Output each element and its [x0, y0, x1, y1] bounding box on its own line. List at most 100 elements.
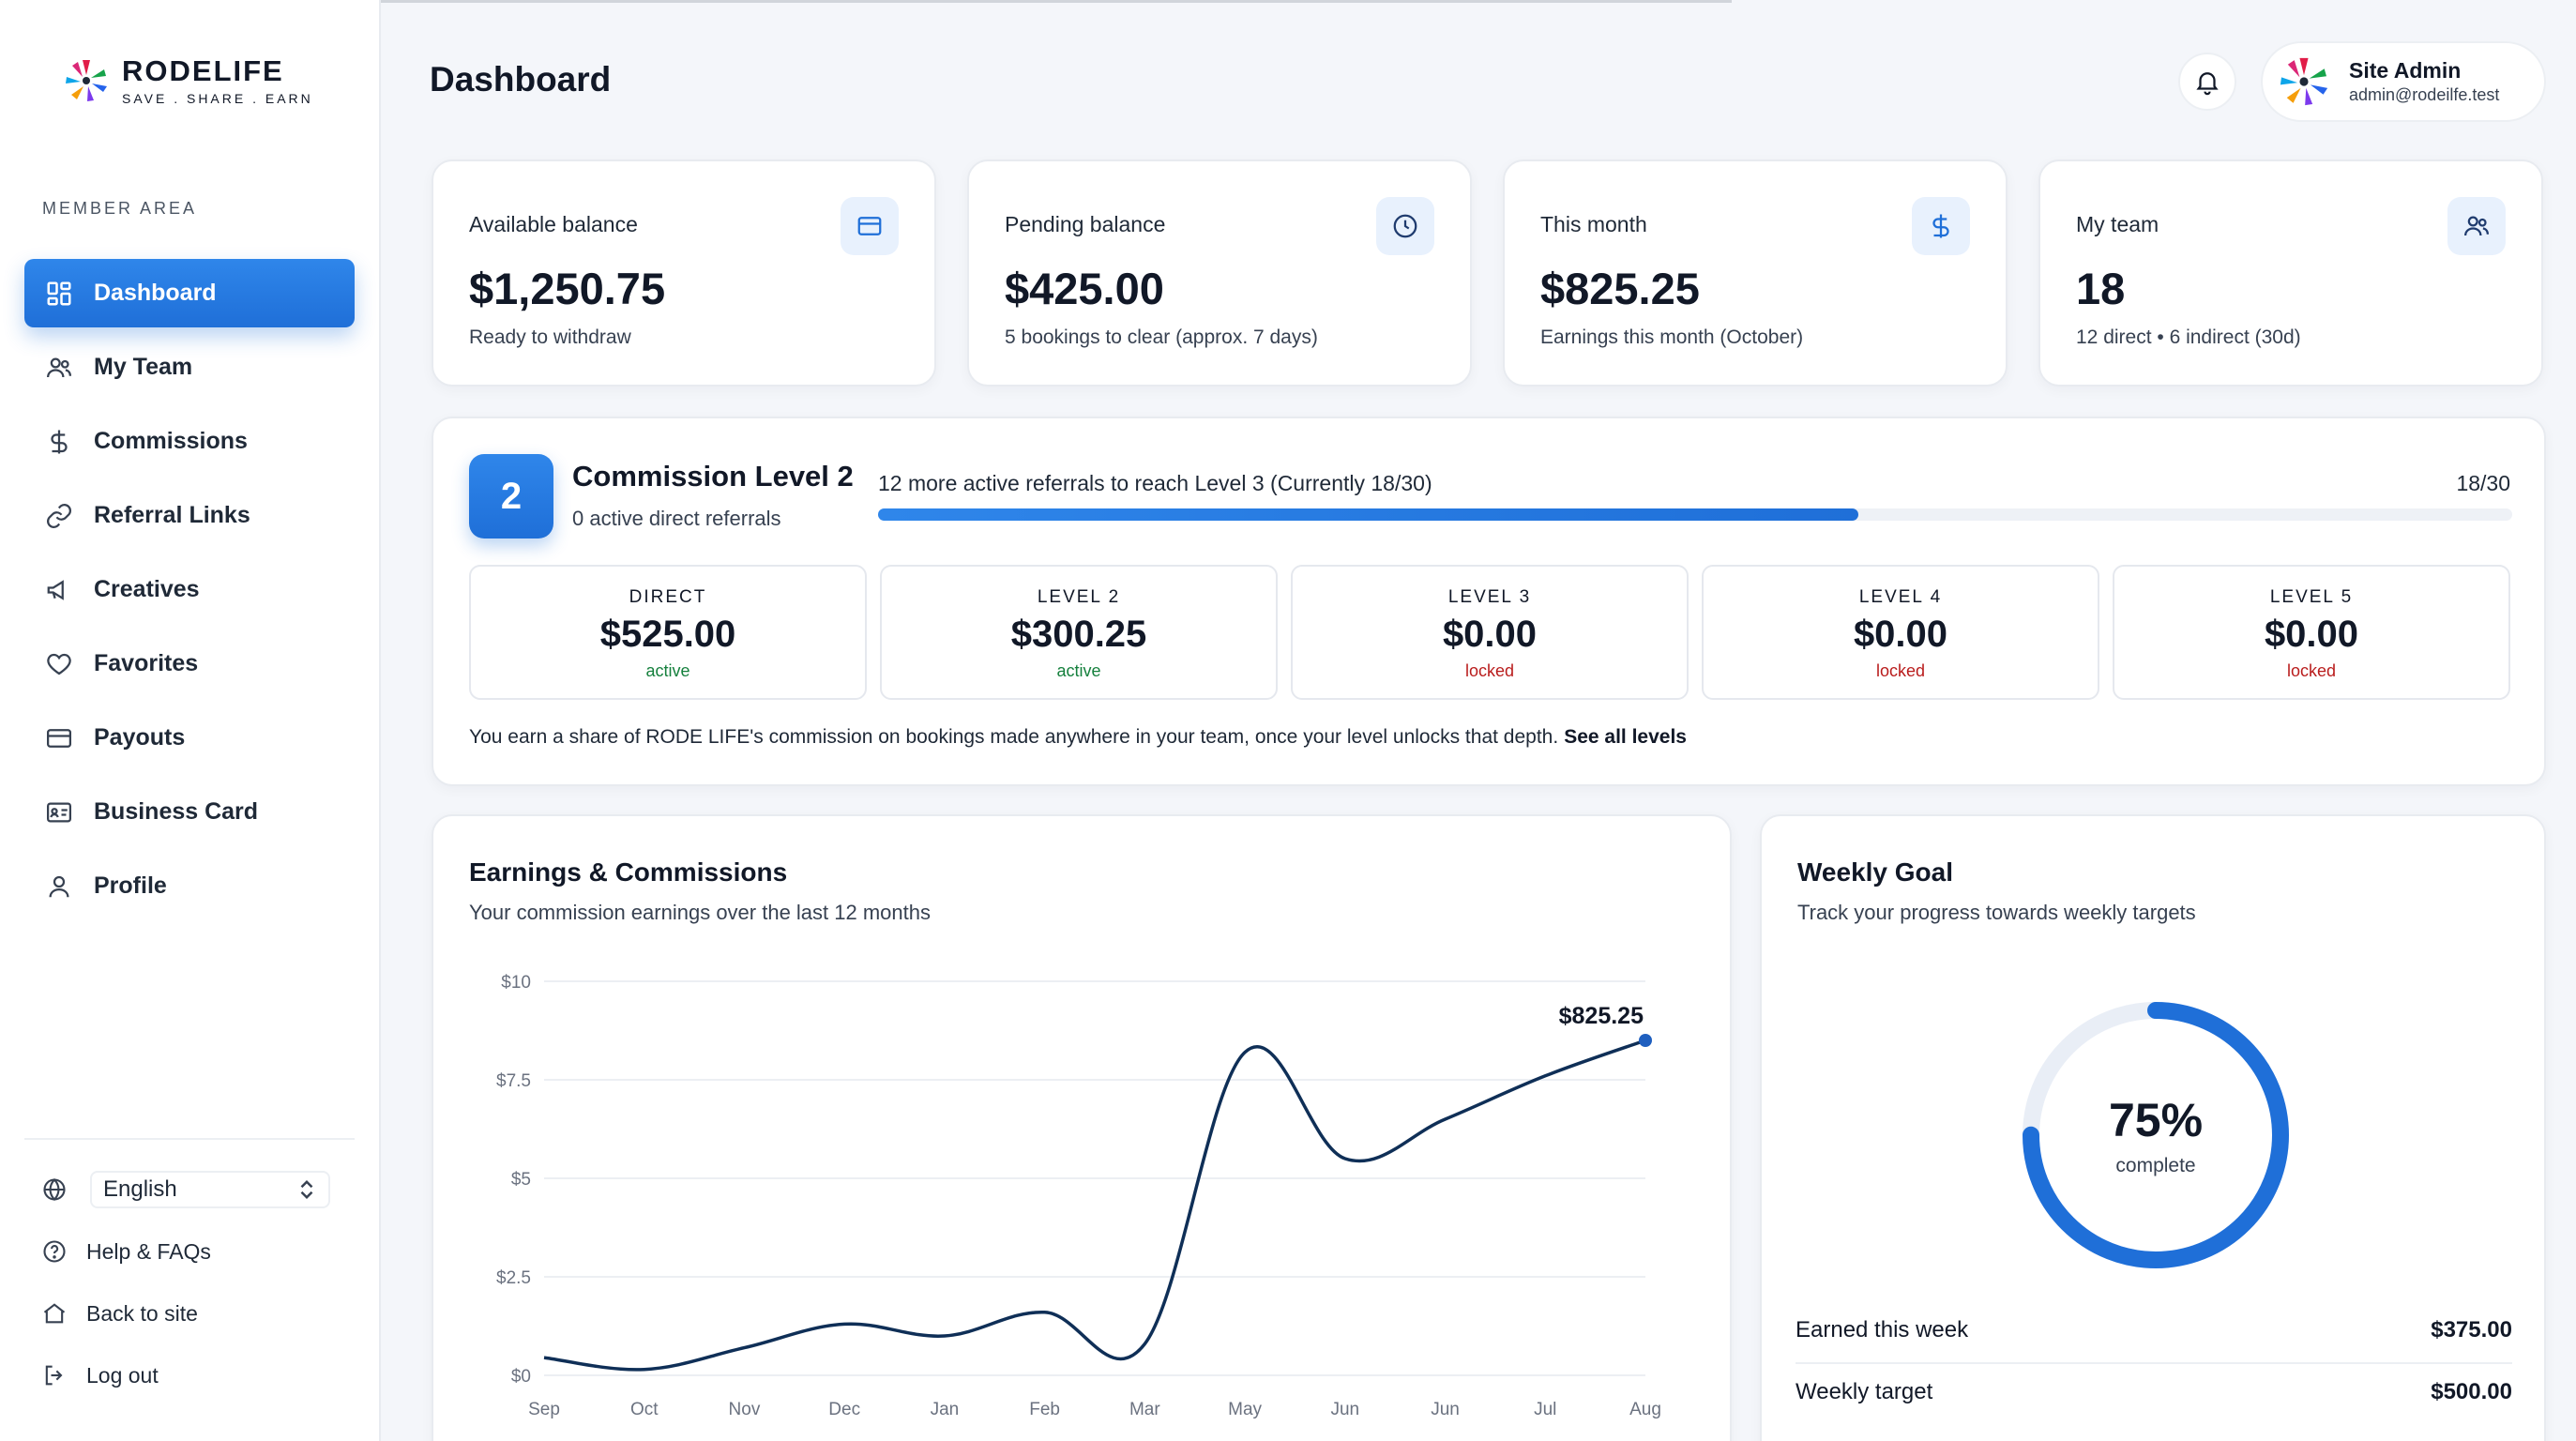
stat-label: This month: [1540, 212, 1647, 236]
last-point-label: $825.25: [1559, 1003, 1644, 1029]
language-value: English: [103, 1176, 177, 1202]
sidebar-item-creatives[interactable]: Creatives: [24, 555, 355, 624]
goal-percent-caption: complete: [2115, 1155, 2196, 1176]
stat-subtext: 5 bookings to clear (approx. 7 days): [1005, 326, 1318, 348]
sidebar-item-referral-links[interactable]: Referral Links: [24, 481, 355, 550]
goal-progress-ring: 75% complete: [2015, 994, 2296, 1276]
y-tick-label: $0: [511, 1367, 531, 1387]
stat-value: 18: [2076, 264, 2126, 313]
tier-name: LEVEL 2: [1037, 587, 1121, 607]
stat-subtext: 12 direct • 6 indirect (30d): [2076, 326, 2301, 348]
language-select[interactable]: English: [90, 1171, 330, 1208]
level-subtitle: 0 active direct referrals: [572, 507, 781, 530]
stat-subtext: Ready to withdraw: [469, 326, 631, 348]
level-title: Commission Level 2: [572, 460, 854, 493]
clock-icon: [1376, 197, 1434, 255]
tier-amount: $300.25: [1010, 614, 1147, 655]
logout-link[interactable]: Log out: [41, 1362, 159, 1388]
help-link[interactable]: Help & FAQs: [41, 1238, 211, 1265]
earnings-card: Earnings & Commissions Your commission e…: [432, 814, 1732, 1441]
x-tick-label: Jun: [1330, 1400, 1359, 1419]
home-icon: [43, 1303, 66, 1324]
sidebar-item-label: Payouts: [94, 724, 186, 751]
stat-value: $1,250.75: [469, 264, 666, 313]
bell-icon: [2196, 72, 2219, 96]
megaphone-icon: [45, 576, 73, 604]
logo-mark-icon: [66, 60, 107, 101]
stat-card-pending-balance: Pending balance $425.00 5 bookings to cl…: [967, 159, 1472, 387]
sidebar-item-my-team[interactable]: My Team: [24, 333, 355, 402]
sidebar-item-commissions[interactable]: Commissions: [24, 407, 355, 476]
goal-subtitle: Track your progress towards weekly targe…: [1797, 901, 2196, 924]
sidebar-item-favorites[interactable]: Favorites: [24, 629, 355, 698]
stat-value: $425.00: [1005, 264, 1164, 313]
sidebar-item-profile[interactable]: Profile: [24, 852, 355, 920]
x-tick-label: Mar: [1129, 1400, 1160, 1419]
notifications-button[interactable]: [2178, 53, 2236, 111]
logout-icon: [45, 1365, 63, 1386]
tier-amount: $0.00: [1853, 614, 1948, 655]
x-tick-label: Feb: [1029, 1400, 1060, 1419]
stat-label: Pending balance: [1005, 212, 1166, 236]
user-menu[interactable]: Site Admin admin@rodeilfe.test: [2261, 41, 2546, 122]
wallet-icon: [841, 197, 899, 255]
stat-subtext: Earnings this month (October): [1540, 326, 1804, 348]
sidebar-item-payouts[interactable]: Payouts: [24, 704, 355, 772]
x-tick-label: Jul: [1534, 1400, 1556, 1419]
section-label: MEMBER AREA: [42, 199, 198, 218]
tier-status: locked: [1875, 661, 1926, 680]
link-icon: [45, 502, 73, 530]
tier-name: DIRECT: [629, 587, 707, 607]
tier-status: active: [1056, 661, 1101, 680]
level-note: You earn a share of RODE LIFE's commissi…: [469, 726, 1687, 749]
sidebar-item-label: Creatives: [94, 576, 200, 602]
sidebar-divider: [24, 1138, 355, 1140]
x-tick-label: Jun: [1431, 1400, 1460, 1419]
x-tick-label: Sep: [528, 1400, 560, 1419]
sidebar-item-business-card[interactable]: Business Card: [24, 778, 355, 846]
user-icon: [45, 872, 73, 901]
goal-row-value: $375.00: [2431, 1317, 2512, 1342]
ring-progress-arc: [2023, 1002, 2289, 1268]
goal-row-earned: Earned this week $375.00: [1796, 1317, 2512, 1343]
chevron-updown-icon: [300, 1179, 313, 1200]
level-progress-fill: [878, 508, 1859, 521]
tier-name: LEVEL 4: [1858, 587, 1943, 607]
sidebar-item-label: Dashboard: [94, 280, 217, 306]
earnings-title: Earnings & Commissions: [469, 857, 788, 887]
stat-label: My team: [2076, 212, 2159, 236]
back-to-site-label: Back to site: [86, 1300, 198, 1326]
x-tick-label: Aug: [1629, 1400, 1661, 1419]
earnings-chart: $0 $2.5 $5 $7.5 $10 Sep Oct Nov Dec Jan Feb Mar May J…: [496, 973, 1661, 1419]
tier-card-level-5: LEVEL 5 $0.00 locked: [2113, 565, 2510, 700]
help-label: Help & FAQs: [86, 1238, 211, 1264]
brand-name: RODELIFE: [122, 53, 284, 87]
user-email: admin@rodeilfe.test: [2349, 85, 2500, 104]
level-note-text: You earn a share of RODE LIFE's commissi…: [469, 726, 1559, 748]
dollar-icon: [1912, 197, 1970, 255]
y-tick-label: $2.5: [496, 1268, 531, 1288]
sidebar-item-dashboard[interactable]: Dashboard: [24, 259, 355, 327]
dollar-icon: [45, 428, 73, 456]
tier-card-level-3: LEVEL 3 $0.00 locked: [1291, 565, 1689, 700]
goal-percent: 75%: [2108, 1094, 2204, 1146]
sidebar-item-label: My Team: [94, 354, 193, 380]
dashboard-icon: [45, 280, 73, 308]
see-all-levels-link[interactable]: See all levels: [1564, 726, 1687, 748]
earnings-series-line: [543, 1039, 1646, 1372]
back-to-site-link[interactable]: Back to site: [41, 1300, 198, 1327]
brand-logo[interactable]: RODELIFE SAVE . SHARE . EARN: [60, 54, 313, 107]
level-badge: 2: [469, 454, 553, 538]
tier-status: locked: [2286, 661, 2337, 680]
goal-row-target: Weekly target $500.00: [1796, 1379, 2512, 1405]
x-tick-label: Jan: [931, 1400, 960, 1419]
team-icon: [45, 354, 73, 382]
last-point-marker: [1639, 1034, 1652, 1047]
tier-status: active: [645, 661, 690, 680]
x-tick-label: Nov: [729, 1400, 761, 1419]
stat-card-my-team: My team 18 12 direct • 6 indirect (30d): [2038, 159, 2543, 387]
logout-label: Log out: [86, 1362, 159, 1388]
window-top-border: [0, 0, 1732, 3]
page-title: Dashboard: [430, 60, 612, 99]
level-progress-count: 18/30: [2456, 471, 2510, 495]
